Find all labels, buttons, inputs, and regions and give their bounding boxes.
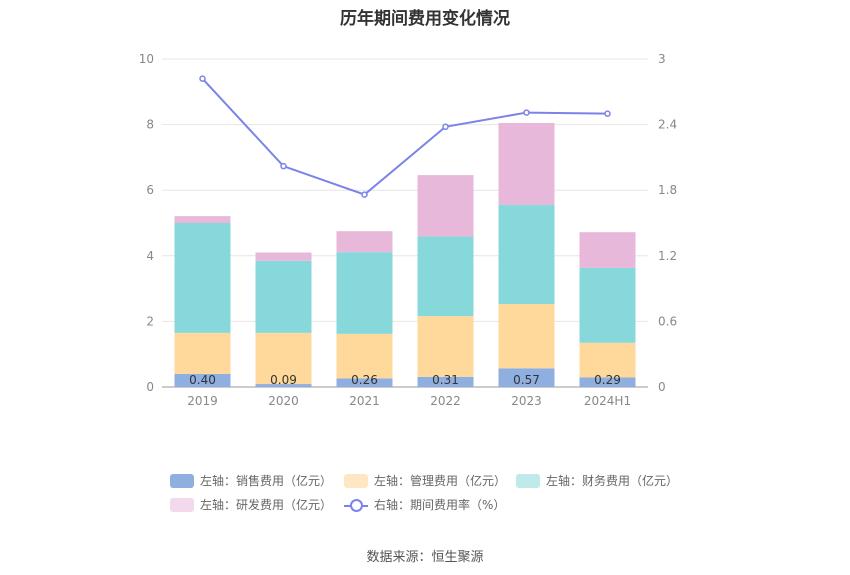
chart-title: 历年期间费用变化情况 xyxy=(340,9,510,29)
right-axis-tick-label: 2.4 xyxy=(658,118,677,132)
legend-label-finance: 左轴：财务费用（亿元） xyxy=(546,474,679,488)
bar-segment-sales xyxy=(255,384,312,387)
bar-segment-sales xyxy=(336,378,393,387)
legend-swatch-rate xyxy=(344,498,368,512)
bar-segment-sales xyxy=(498,368,555,387)
legend-swatch-admin xyxy=(344,473,368,488)
rate-point xyxy=(199,75,206,82)
bar-segment-finance xyxy=(417,236,474,317)
legend-swatch-sales xyxy=(170,473,194,488)
bar-segment-finance xyxy=(255,260,312,333)
bar-segment-admin xyxy=(417,316,474,377)
chart-area: 0 2 4 6 8 10 0 0.6 1.2 1.8 2.4 3 2019 0.40 2020 0.09 202… xyxy=(139,52,677,408)
x-axis-tick-label: 2021 xyxy=(349,394,380,408)
right-axis-tick-label: 0 xyxy=(658,380,666,394)
left-axis-tick-label: 8 xyxy=(146,118,154,132)
x-axis-tick-label: 2020 xyxy=(268,394,299,408)
legend-label-admin: 左轴：管理费用（亿元） xyxy=(374,474,507,488)
data-label: 0.40 xyxy=(189,373,216,387)
bar-segment-rnd xyxy=(174,216,231,223)
left-axis-tick-label: 6 xyxy=(146,183,154,197)
data-label: 0.09 xyxy=(270,373,297,387)
bar-segment-rnd xyxy=(417,175,474,237)
bar-segment-sales xyxy=(579,377,636,387)
bar-segment-rnd xyxy=(498,122,555,205)
bar-segment-sales xyxy=(174,373,231,387)
x-axis-tick-label: 2019 xyxy=(187,394,218,408)
bar-segment-admin xyxy=(174,332,231,374)
data-label: 0.31 xyxy=(432,373,459,387)
rate-line xyxy=(201,78,608,196)
left-axis-tick-label: 4 xyxy=(146,249,154,263)
bar-segment-admin xyxy=(336,333,393,379)
x-axis-tick-label: 2022 xyxy=(430,394,461,408)
x-axis-tick-label: 2023 xyxy=(511,394,542,408)
bar-segment-rnd xyxy=(255,252,312,261)
data-label: 0.29 xyxy=(594,373,621,387)
bar-segment-finance xyxy=(498,204,555,305)
rate-point xyxy=(523,109,530,116)
data-label: 0.57 xyxy=(513,373,540,387)
rate-point xyxy=(361,191,368,198)
bar-segment-rnd xyxy=(336,231,393,253)
right-axis-tick-label: 1.8 xyxy=(658,183,677,197)
right-axis-tick-label: 3 xyxy=(658,52,666,66)
bar-segment-rnd xyxy=(579,232,636,268)
legend-label-sales: 左轴：销售费用（亿元） xyxy=(200,474,333,488)
legend-label-rnd: 左轴：研发费用（亿元） xyxy=(200,498,333,512)
bar-segment-finance xyxy=(336,252,393,334)
legend-swatch-finance xyxy=(516,473,540,488)
bar-segment-admin xyxy=(498,304,555,369)
right-axis-tick-label: 1.2 xyxy=(658,249,677,263)
left-axis-tick-label: 2 xyxy=(146,314,154,328)
legend-item-sales[interactable]: 左轴：销售费用（亿元） xyxy=(170,472,332,489)
bar-segment-finance xyxy=(579,267,636,343)
left-axis-tick-label: 10 xyxy=(139,52,154,66)
bar-segment-admin xyxy=(579,342,636,378)
bar-segment-finance xyxy=(174,223,231,333)
legend-item-finance[interactable]: 左轴：财务费用（亿元） xyxy=(516,472,678,489)
bar-segment-admin xyxy=(255,332,312,385)
legend-item-admin[interactable]: 左轴：管理费用（亿元） xyxy=(344,472,506,489)
legend-item-rate[interactable]: 右轴：期间费用率（%） xyxy=(344,496,505,513)
right-axis-tick-label: 0.6 xyxy=(658,314,677,328)
legend-label-rate: 右轴：期间费用率（%） xyxy=(374,498,506,512)
left-axis-tick-label: 0 xyxy=(146,380,154,394)
legend-item-rnd[interactable]: 左轴：研发费用（亿元） xyxy=(170,496,332,513)
legend-swatch-rnd xyxy=(170,497,194,512)
rate-point xyxy=(604,110,611,117)
x-axis-tick-label: 2024H1 xyxy=(584,394,631,408)
bar-segment-sales xyxy=(417,376,474,387)
data-label: 0.26 xyxy=(351,373,378,387)
data-source: 数据来源：恒生聚源 xyxy=(366,550,484,565)
rate-point xyxy=(280,162,287,170)
rate-point xyxy=(442,123,449,131)
